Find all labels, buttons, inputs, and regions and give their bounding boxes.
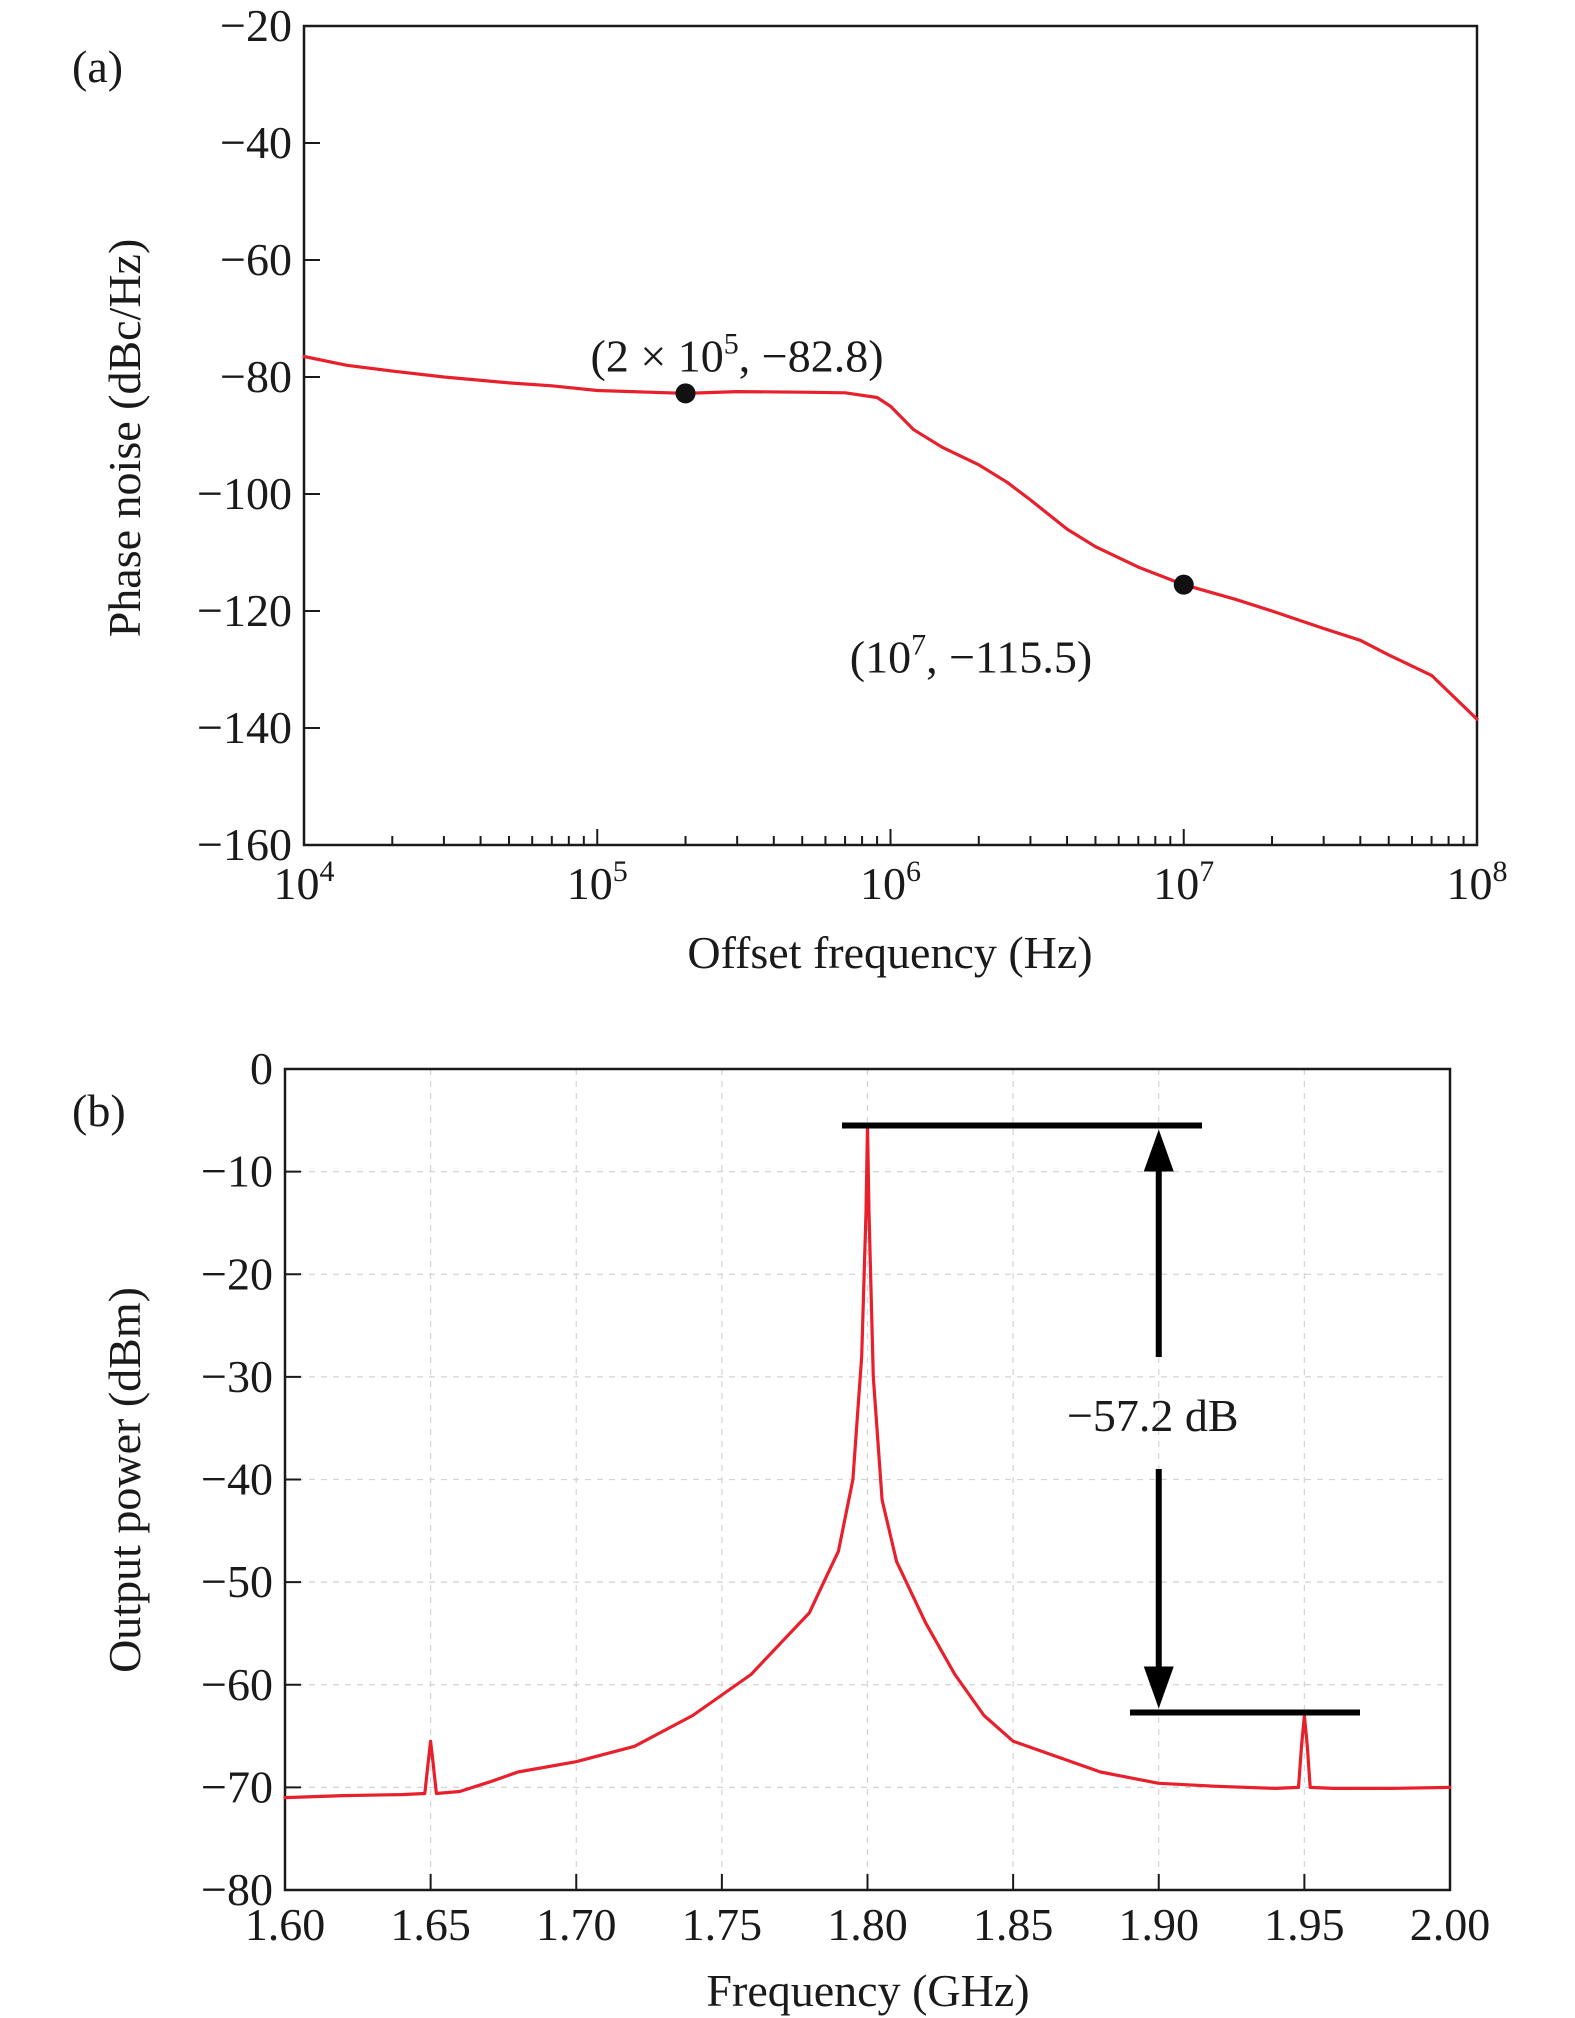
x-tick-exp-a: 6 (906, 855, 921, 888)
y-tick-label-b: −40 (201, 1454, 273, 1505)
x-tick-label-b: 1.90 (1119, 1899, 1200, 1950)
arrowhead-down (1143, 1666, 1174, 1709)
x-axis-title-b: Frequency (GHz) (706, 1965, 1029, 2016)
x-ticks-a: 104 105 106 107 108 (274, 829, 1508, 909)
phase-noise-trace (302, 354, 1479, 721)
panel-b-spectrum: (b) 1.60 1.65 1.70 1.75 1.80 1.85 1.90 1.95 2.00… (72, 1043, 1490, 2016)
x-tick-base-a: 10 (860, 858, 906, 909)
x-tick-label-a: 106 (860, 855, 921, 909)
y-ticks-b: 0 −10 −20 −30 −40 −50 −60 −70 −80 (201, 1043, 301, 1915)
y-tick-label-a: −160 (197, 819, 292, 870)
y-tick-label-a: −80 (220, 351, 292, 402)
arrowhead-up (1143, 1129, 1174, 1172)
y-ticks-a: −20 −40 −60 −80 −100 −120 −140 −160 (197, 0, 320, 870)
x-tick-label-b: 2.00 (1410, 1899, 1491, 1950)
y-tick-label-a: −100 (197, 468, 292, 519)
y-tick-label-b: −50 (201, 1556, 273, 1607)
y-tick-label-a: −120 (197, 585, 292, 636)
y-tick-label-b: −60 (201, 1659, 273, 1710)
y-tick-label-b: 0 (250, 1043, 273, 1094)
x-tick-label-b: 1.75 (682, 1899, 763, 1950)
y-tick-label-b: −10 (201, 1146, 273, 1197)
annotation-text: (10 (850, 632, 911, 683)
x-tick-base-a: 10 (274, 858, 320, 909)
x-tick-label-a: 104 (274, 855, 335, 909)
y-tick-label-b: −70 (201, 1761, 273, 1812)
difference-label: −57.2 dB (1067, 1390, 1239, 1441)
y-tick-label-b: −80 (201, 1864, 273, 1915)
y-tick-label-a: −40 (220, 117, 292, 168)
annotation-sup: 7 (911, 629, 926, 662)
plot-frame-a (302, 24, 1479, 847)
data-point-marker (675, 383, 696, 404)
x-tick-label-b: 1.80 (827, 1899, 908, 1950)
x-tick-base-a: 10 (1447, 858, 1493, 909)
x-tick-label-b: 1.70 (536, 1899, 617, 1950)
x-tick-base-a: 10 (1153, 858, 1199, 909)
panel-label-a: (a) (72, 41, 123, 92)
x-tick-base-a: 10 (567, 858, 613, 909)
y-tick-label-a: −140 (197, 702, 292, 753)
y-tick-label-a: −60 (220, 234, 292, 285)
x-tick-exp-a: 5 (613, 855, 628, 888)
x-tick-label-b: 1.85 (973, 1899, 1054, 1950)
x-tick-label-b: 1.65 (390, 1899, 471, 1950)
x-tick-label-b: 1.95 (1264, 1899, 1345, 1950)
point-annotation: (2 × 105, −82.8) (591, 327, 884, 381)
annotation-text: , −115.5) (926, 632, 1092, 683)
y-tick-label-a: −20 (220, 0, 292, 51)
x-tick-exp-a: 7 (1199, 855, 1214, 888)
y-axis-title-a: Phase noise (dBc/Hz) (99, 239, 150, 638)
x-tick-exp-a: 8 (1493, 855, 1508, 888)
annotation-sup: 5 (724, 327, 739, 360)
x-tick-label-a: 108 (1447, 855, 1508, 909)
panel-label-b: (b) (72, 1085, 126, 1136)
annotation-text: (2 × 10 (591, 330, 724, 381)
y-tick-label-b: −20 (201, 1248, 273, 1299)
annotations-b: −57.2 dB (842, 1122, 1360, 1716)
x-minor-ticks-a (391, 836, 1465, 845)
x-tick-label-a: 105 (567, 855, 628, 909)
x-tick-label-a: 107 (1153, 855, 1214, 909)
x-tick-exp-a: 4 (320, 855, 335, 888)
x-tick-label-b: 1.60 (245, 1899, 326, 1950)
point-annotation: (107, −115.5) (850, 629, 1092, 683)
x-axis-title-a: Offset frequency (Hz) (687, 927, 1092, 978)
annotations-a: (2 × 105, −82.8) (107, −115.5) (591, 327, 1194, 683)
y-tick-label-b: −30 (201, 1351, 273, 1402)
x-ticks-b: 1.60 1.65 1.70 1.75 1.80 1.85 1.90 1.95 2.00 (245, 1874, 1491, 1950)
annotation-text: , −82.8) (739, 330, 884, 381)
y-axis-title-b: Output power (dBm) (99, 1287, 150, 1673)
panel-a-phase-noise: (a) 104 105 106 107 108 −20−40−60−80−100−120… (72, 0, 1508, 978)
data-point-marker (1173, 574, 1194, 595)
